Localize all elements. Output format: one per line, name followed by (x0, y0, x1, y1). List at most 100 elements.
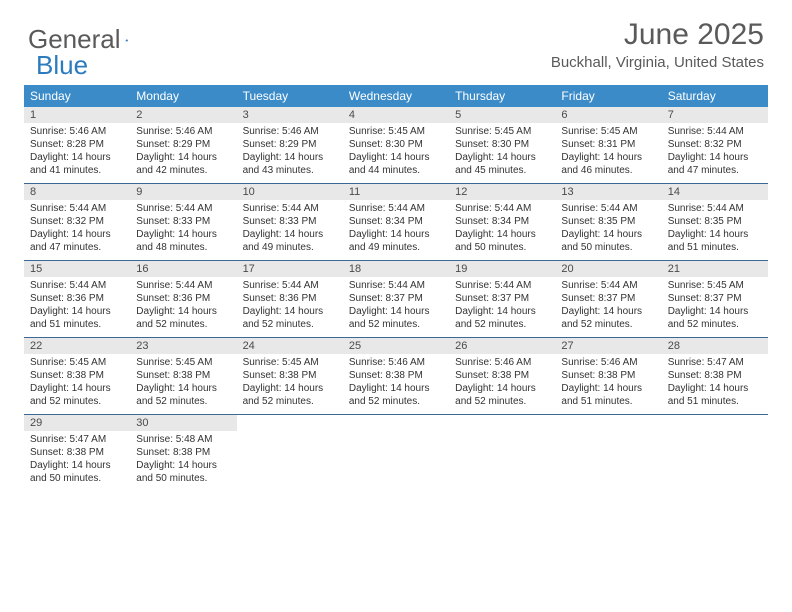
sunrise-text: Sunrise: 5:44 AM (30, 279, 124, 292)
cell-body: Sunrise: 5:48 AMSunset: 8:38 PMDaylight:… (130, 431, 236, 491)
sunset-text: Sunset: 8:38 PM (561, 369, 655, 382)
daylight-text: Daylight: 14 hours and 52 minutes. (455, 305, 549, 331)
sunset-text: Sunset: 8:37 PM (455, 292, 549, 305)
sunset-text: Sunset: 8:31 PM (561, 138, 655, 151)
sunset-text: Sunset: 8:30 PM (349, 138, 443, 151)
sunrise-text: Sunrise: 5:46 AM (349, 356, 443, 369)
day-number: 19 (449, 261, 555, 277)
daylight-text: Daylight: 14 hours and 50 minutes. (455, 228, 549, 254)
day-header: Saturday (662, 85, 768, 107)
day-number: 11 (343, 184, 449, 200)
calendar-cell: . (555, 415, 661, 491)
sunrise-text: Sunrise: 5:44 AM (136, 279, 230, 292)
daylight-text: Daylight: 14 hours and 52 minutes. (243, 305, 337, 331)
calendar-cell: 6Sunrise: 5:45 AMSunset: 8:31 PMDaylight… (555, 107, 661, 183)
daylight-text: Daylight: 14 hours and 52 minutes. (349, 382, 443, 408)
cell-body: Sunrise: 5:47 AMSunset: 8:38 PMDaylight:… (662, 354, 768, 414)
day-number: 28 (662, 338, 768, 354)
day-number: 16 (130, 261, 236, 277)
sunset-text: Sunset: 8:38 PM (455, 369, 549, 382)
daylight-text: Daylight: 14 hours and 52 minutes. (668, 305, 762, 331)
sunset-text: Sunset: 8:38 PM (30, 446, 124, 459)
cell-body: Sunrise: 5:44 AMSunset: 8:33 PMDaylight:… (130, 200, 236, 260)
sunrise-text: Sunrise: 5:45 AM (136, 356, 230, 369)
header: General June 2025 Buckhall, Virginia, Un… (0, 0, 792, 79)
calendar-cell: 8Sunrise: 5:44 AMSunset: 8:32 PMDaylight… (24, 184, 130, 260)
week-row: 8Sunrise: 5:44 AMSunset: 8:32 PMDaylight… (24, 184, 768, 261)
cell-body: Sunrise: 5:44 AMSunset: 8:32 PMDaylight:… (24, 200, 130, 260)
day-number: 21 (662, 261, 768, 277)
cell-body: Sunrise: 5:44 AMSunset: 8:35 PMDaylight:… (662, 200, 768, 260)
cell-body: Sunrise: 5:45 AMSunset: 8:38 PMDaylight:… (237, 354, 343, 414)
week-row: 29Sunrise: 5:47 AMSunset: 8:38 PMDayligh… (24, 415, 768, 491)
day-number: 10 (237, 184, 343, 200)
calendar-cell: 2Sunrise: 5:46 AMSunset: 8:29 PMDaylight… (130, 107, 236, 183)
day-header-row: Sunday Monday Tuesday Wednesday Thursday… (24, 85, 768, 107)
daylight-text: Daylight: 14 hours and 41 minutes. (30, 151, 124, 177)
daylight-text: Daylight: 14 hours and 52 minutes. (136, 305, 230, 331)
sunrise-text: Sunrise: 5:45 AM (561, 125, 655, 138)
cell-body: Sunrise: 5:44 AMSunset: 8:33 PMDaylight:… (237, 200, 343, 260)
sunset-text: Sunset: 8:37 PM (668, 292, 762, 305)
day-number: 6 (555, 107, 661, 123)
sunrise-text: Sunrise: 5:44 AM (455, 202, 549, 215)
sunrise-text: Sunrise: 5:47 AM (668, 356, 762, 369)
day-number: 4 (343, 107, 449, 123)
sunrise-text: Sunrise: 5:46 AM (243, 125, 337, 138)
day-number: 8 (24, 184, 130, 200)
calendar-cell: 29Sunrise: 5:47 AMSunset: 8:38 PMDayligh… (24, 415, 130, 491)
day-header: Sunday (24, 85, 130, 107)
sunrise-text: Sunrise: 5:44 AM (668, 202, 762, 215)
sunrise-text: Sunrise: 5:44 AM (243, 279, 337, 292)
day-number: 3 (237, 107, 343, 123)
calendar-cell: 10Sunrise: 5:44 AMSunset: 8:33 PMDayligh… (237, 184, 343, 260)
sunset-text: Sunset: 8:38 PM (668, 369, 762, 382)
sunset-text: Sunset: 8:37 PM (349, 292, 443, 305)
weeks-container: 1Sunrise: 5:46 AMSunset: 8:28 PMDaylight… (24, 107, 768, 491)
sunrise-text: Sunrise: 5:45 AM (349, 125, 443, 138)
calendar-cell: 18Sunrise: 5:44 AMSunset: 8:37 PMDayligh… (343, 261, 449, 337)
sunset-text: Sunset: 8:35 PM (668, 215, 762, 228)
calendar-cell: 21Sunrise: 5:45 AMSunset: 8:37 PMDayligh… (662, 261, 768, 337)
daylight-text: Daylight: 14 hours and 52 minutes. (243, 382, 337, 408)
day-header: Thursday (449, 85, 555, 107)
day-header: Tuesday (237, 85, 343, 107)
sunset-text: Sunset: 8:38 PM (136, 369, 230, 382)
sunset-text: Sunset: 8:36 PM (30, 292, 124, 305)
day-header: Monday (130, 85, 236, 107)
calendar: Sunday Monday Tuesday Wednesday Thursday… (24, 85, 768, 491)
day-number: 22 (24, 338, 130, 354)
cell-body: Sunrise: 5:45 AMSunset: 8:38 PMDaylight:… (24, 354, 130, 414)
location: Buckhall, Virginia, United States (551, 54, 764, 71)
day-number: 20 (555, 261, 661, 277)
daylight-text: Daylight: 14 hours and 42 minutes. (136, 151, 230, 177)
calendar-cell: 30Sunrise: 5:48 AMSunset: 8:38 PMDayligh… (130, 415, 236, 491)
sunrise-text: Sunrise: 5:45 AM (455, 125, 549, 138)
daylight-text: Daylight: 14 hours and 52 minutes. (561, 305, 655, 331)
daylight-text: Daylight: 14 hours and 51 minutes. (668, 382, 762, 408)
week-row: 1Sunrise: 5:46 AMSunset: 8:28 PMDaylight… (24, 107, 768, 184)
sunset-text: Sunset: 8:32 PM (668, 138, 762, 151)
sunrise-text: Sunrise: 5:47 AM (30, 433, 124, 446)
sunrise-text: Sunrise: 5:45 AM (30, 356, 124, 369)
sunset-text: Sunset: 8:34 PM (349, 215, 443, 228)
cell-body: Sunrise: 5:46 AMSunset: 8:38 PMDaylight:… (555, 354, 661, 414)
sunrise-text: Sunrise: 5:44 AM (30, 202, 124, 215)
cell-body: Sunrise: 5:46 AMSunset: 8:38 PMDaylight:… (343, 354, 449, 414)
cell-body: Sunrise: 5:46 AMSunset: 8:29 PMDaylight:… (237, 123, 343, 183)
day-number: 14 (662, 184, 768, 200)
sunrise-text: Sunrise: 5:44 AM (136, 202, 230, 215)
sunrise-text: Sunrise: 5:44 AM (243, 202, 337, 215)
daylight-text: Daylight: 14 hours and 51 minutes. (30, 305, 124, 331)
sunrise-text: Sunrise: 5:44 AM (561, 279, 655, 292)
sunrise-text: Sunrise: 5:44 AM (561, 202, 655, 215)
sunrise-text: Sunrise: 5:44 AM (455, 279, 549, 292)
day-number: 12 (449, 184, 555, 200)
day-number: 5 (449, 107, 555, 123)
daylight-text: Daylight: 14 hours and 50 minutes. (30, 459, 124, 485)
calendar-cell: 4Sunrise: 5:45 AMSunset: 8:30 PMDaylight… (343, 107, 449, 183)
sunset-text: Sunset: 8:38 PM (243, 369, 337, 382)
daylight-text: Daylight: 14 hours and 52 minutes. (349, 305, 443, 331)
day-number: 2 (130, 107, 236, 123)
cell-body: Sunrise: 5:44 AMSunset: 8:36 PMDaylight:… (24, 277, 130, 337)
